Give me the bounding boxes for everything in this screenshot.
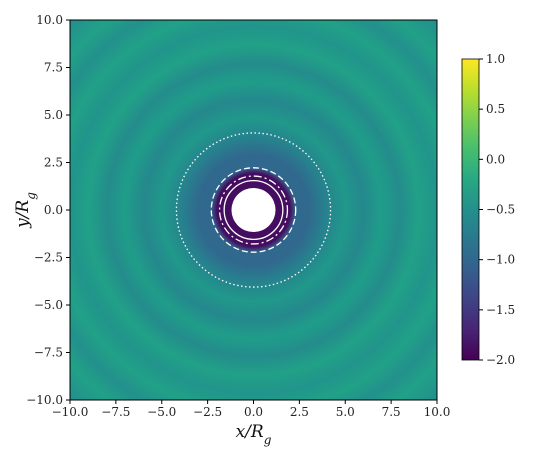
x-tick-label: −2.5 bbox=[193, 405, 222, 419]
plot-area bbox=[70, 20, 437, 400]
x-tick-label: 10.0 bbox=[424, 405, 451, 419]
y-tick-label: 5.0 bbox=[44, 108, 63, 122]
colorbar-tick-label: −1.0 bbox=[486, 253, 515, 267]
y-tick-label: 2.5 bbox=[44, 156, 63, 170]
colorbar-tick-label: −1.5 bbox=[486, 303, 515, 317]
overlay-circle-dashed bbox=[210, 167, 297, 253]
x-axis-label: x/Rg bbox=[236, 422, 272, 447]
colorbar-tick-label: 1.0 bbox=[486, 52, 505, 66]
overlay-circle-dotted bbox=[175, 132, 332, 288]
overlay-circles bbox=[175, 132, 332, 288]
y-tick-label: −2.5 bbox=[34, 251, 63, 265]
y-axis-label: y/Rg bbox=[13, 192, 38, 229]
overlay-circle-solid bbox=[223, 179, 284, 241]
x-tick-label: 0.0 bbox=[244, 405, 263, 419]
colorbar-tick-label: 0.0 bbox=[486, 152, 505, 166]
x-tick-label: 7.5 bbox=[382, 405, 401, 419]
x-tick-label: −7.5 bbox=[101, 405, 130, 419]
colorbar bbox=[461, 58, 480, 361]
central-hole bbox=[231, 187, 276, 233]
x-tick-label: 2.5 bbox=[290, 405, 309, 419]
y-tick-label: 0.0 bbox=[44, 203, 63, 217]
colorbar-tick-label: 0.5 bbox=[486, 102, 505, 116]
x-axis: −10.0 −7.5 −5.0 −2.5 0.0 2.5 5.0 7.5 10.0 bbox=[52, 400, 451, 419]
overlay-circle-dashdot bbox=[218, 175, 289, 245]
colorbar-tick-label: −0.5 bbox=[486, 203, 515, 217]
y-tick-label: −10.0 bbox=[26, 393, 63, 407]
colorbar-tick-label: −2.0 bbox=[486, 353, 515, 367]
x-tick-label: −10.0 bbox=[52, 405, 89, 419]
y-tick-label: 10.0 bbox=[36, 13, 63, 27]
colorbar-axis: 1.0 0.5 0.0 −0.5 −1.0 −1.5 −2.0 bbox=[479, 52, 515, 367]
x-tick-label: −5.0 bbox=[147, 405, 176, 419]
y-tick-label: −7.5 bbox=[34, 346, 63, 360]
y-tick-label: −5.0 bbox=[34, 298, 63, 312]
x-tick-label: 5.0 bbox=[336, 405, 355, 419]
y-axis: −10.0 −7.5 −5.0 −2.5 0.0 2.5 5.0 7.5 10.0 bbox=[26, 13, 70, 407]
y-tick-label: 7.5 bbox=[44, 61, 63, 75]
